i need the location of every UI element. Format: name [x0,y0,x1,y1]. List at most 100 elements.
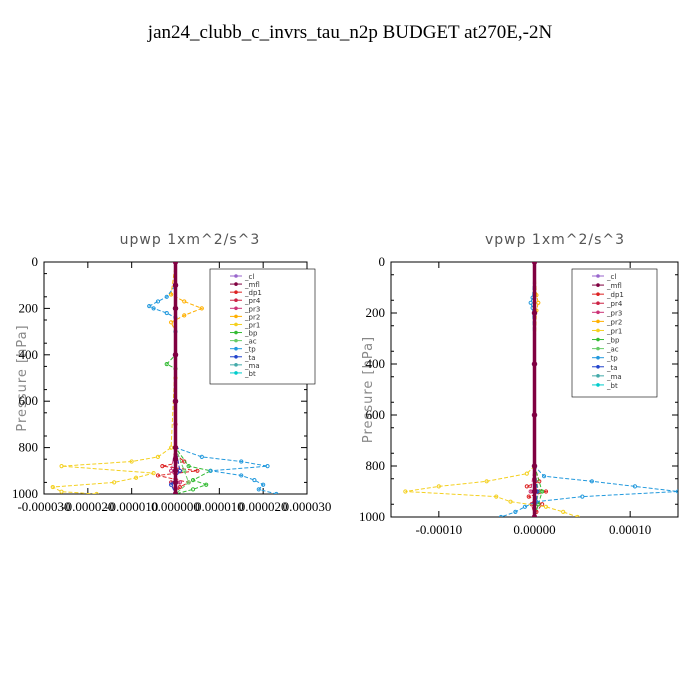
data-point [182,299,187,304]
data-point [172,468,179,474]
legend-marker [596,328,600,333]
legend-label: _ta [244,354,256,362]
data-point [186,480,191,485]
data-point [172,262,179,265]
data-point [575,514,580,517]
data-point [531,262,538,265]
x-tick-label: -0.000020 [61,499,114,514]
data-point [112,480,117,485]
data-point [524,471,529,476]
data-point [522,504,528,509]
data-point [540,489,545,494]
series-line-pr1 [51,262,176,494]
legend-label: _pr3 [244,305,260,313]
y-tick-label: 600 [19,393,39,408]
legend-box [571,268,658,398]
legend-label: _pr1 [606,327,622,335]
legend-marker [596,346,600,351]
x-tick-label: 0.000030 [283,499,332,514]
series-group [50,262,279,494]
legend-marker [596,355,600,360]
y-tick-label: 200 [366,305,386,320]
data-point [133,475,139,480]
data-point [129,459,134,464]
data-point [155,473,161,478]
legend-marker [596,292,600,296]
data-point [164,294,169,299]
legend-marker [234,338,238,343]
chart-title: vpwp 1xm^2/s^3 [485,232,625,248]
data-point [147,303,152,309]
data-point [541,474,547,479]
data-point [50,484,55,490]
data-point [182,468,187,473]
data-point [204,482,209,487]
x-tick-label: 0.00000 [513,522,555,537]
legend-label: _tp [606,355,618,363]
data-point [531,488,538,495]
data-point [169,320,174,325]
legend-marker [234,354,238,359]
series-group [403,262,678,517]
legend-marker [234,322,238,327]
legend-marker [234,314,238,319]
x-tick-label: -0.00010 [416,522,463,537]
series-line-pr2 [170,262,204,494]
y-tick-label: 0 [32,254,39,269]
y-tick-label: 600 [366,407,386,422]
data-point [177,480,182,485]
legend-marker [234,371,238,375]
data-point [169,468,174,473]
data-point [256,487,261,492]
data-point [524,484,529,489]
series-line-ac [175,262,190,494]
data-point [172,352,179,358]
data-point [172,444,179,451]
data-point [536,300,541,305]
legend-label: _mfl [606,282,622,290]
legend-marker [596,319,600,324]
legend-label: _ma [244,362,260,370]
data-point [531,514,538,517]
data-point [508,499,513,504]
legend-label: _bt [244,370,256,378]
data-point [540,502,545,507]
legend-marker [596,337,600,342]
y-tick-label: 1000 [359,509,385,524]
legend-label: _ma [606,373,622,381]
data-point [526,494,531,499]
legend: _cl_mfl_dp1_pr4_pr3_pr2_pr1_bp_ac_tp_ta_… [209,268,316,385]
y-tick-label: 200 [19,300,39,315]
data-point [190,477,196,483]
legend-marker [596,274,600,278]
legend-marker [596,364,600,369]
data-point [169,482,174,487]
data-point [190,487,196,492]
legend-marker [596,310,600,315]
legend-marker [234,346,238,351]
data-point [513,509,518,514]
data-point [172,305,179,312]
data-point [239,473,244,478]
data-point [169,445,174,450]
y-tick-label: 400 [366,356,386,371]
data-point [155,299,161,304]
y-tick-label: 800 [366,458,386,473]
x-tick-label: 0.00010 [609,522,651,537]
data-point [199,454,204,459]
data-point [675,489,678,494]
data-point [172,398,179,404]
data-point [195,468,200,473]
x-tick-label: 0.000020 [239,499,288,514]
data-point [186,464,191,469]
legend-label: _bp [244,330,258,338]
legend-marker [234,298,238,303]
legend-marker [596,383,600,387]
legend-marker [234,274,238,278]
data-point [543,504,549,509]
data-point [59,489,64,494]
data-point [199,306,204,311]
data-point [580,494,585,499]
data-point [494,494,499,499]
legend-label: _dp1 [244,289,262,297]
